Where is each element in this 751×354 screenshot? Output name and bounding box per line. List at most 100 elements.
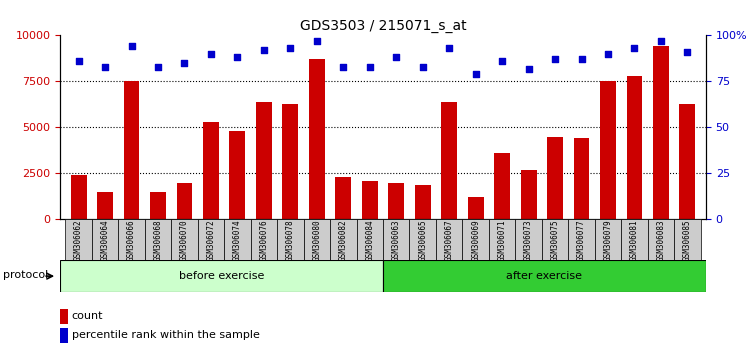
Point [205, 51, 217, 57]
Bar [520, 170, 536, 219]
Bar [383, 219, 409, 260]
Bar [463, 219, 489, 260]
Bar [198, 219, 225, 260]
Bar [97, 192, 113, 219]
Bar [176, 183, 192, 219]
Point [602, 51, 614, 57]
Bar [680, 103, 695, 219]
Bar [336, 177, 351, 219]
Point [629, 45, 641, 51]
Point [231, 55, 243, 60]
Bar [674, 219, 701, 260]
Text: GSM306073: GSM306073 [524, 219, 533, 261]
Text: GSM306084: GSM306084 [365, 219, 374, 261]
Point [575, 57, 587, 62]
Bar [647, 219, 674, 260]
Point [285, 45, 297, 51]
Bar [60, 309, 68, 324]
Bar [119, 219, 145, 260]
Text: GSM306068: GSM306068 [153, 219, 162, 261]
Bar [621, 219, 647, 260]
Bar [277, 219, 303, 260]
Point [417, 64, 429, 69]
Text: GSM306075: GSM306075 [550, 219, 559, 261]
Bar [92, 219, 119, 260]
Bar [124, 81, 140, 219]
Point [443, 45, 455, 51]
Bar [330, 219, 357, 260]
Bar [282, 103, 298, 219]
Text: GSM306081: GSM306081 [630, 219, 639, 261]
Point [73, 58, 85, 64]
Bar [145, 219, 171, 260]
Bar [230, 131, 246, 219]
Bar [436, 219, 463, 260]
Point [391, 55, 403, 60]
Bar [225, 219, 251, 260]
Point [311, 38, 323, 44]
Bar [626, 76, 642, 219]
Point [681, 49, 693, 55]
Bar [442, 102, 457, 219]
Point [99, 64, 111, 69]
Bar [303, 219, 330, 260]
Bar [256, 102, 272, 219]
Text: GSM306078: GSM306078 [286, 219, 295, 261]
Bar [569, 219, 595, 260]
Text: GSM306069: GSM306069 [471, 219, 480, 261]
Bar [468, 198, 484, 219]
Bar [595, 219, 621, 260]
Text: GSM306071: GSM306071 [498, 219, 507, 261]
Bar [150, 192, 166, 219]
Point [179, 60, 191, 66]
Text: GSM306082: GSM306082 [339, 219, 348, 261]
Bar [388, 183, 404, 219]
Bar [494, 153, 510, 219]
Text: GSM306066: GSM306066 [127, 219, 136, 261]
Bar [547, 137, 563, 219]
Point [549, 57, 561, 62]
Bar [171, 219, 198, 260]
Text: GSM306074: GSM306074 [233, 219, 242, 261]
Bar [541, 219, 569, 260]
Text: GSM306063: GSM306063 [392, 219, 401, 261]
Bar [600, 81, 616, 219]
Bar [409, 219, 436, 260]
Bar [203, 122, 219, 219]
Bar [60, 328, 68, 343]
Text: count: count [71, 311, 103, 321]
Text: GSM306072: GSM306072 [207, 219, 216, 261]
Text: GSM306083: GSM306083 [656, 219, 665, 261]
Point [496, 58, 508, 64]
Point [125, 44, 137, 49]
Bar [489, 219, 515, 260]
Text: GSM306085: GSM306085 [683, 219, 692, 261]
Bar [60, 260, 383, 292]
Text: GSM306064: GSM306064 [101, 219, 110, 261]
Text: GSM306079: GSM306079 [604, 219, 613, 261]
Bar [251, 219, 277, 260]
Bar [309, 59, 324, 219]
Point [337, 64, 349, 69]
Text: GSM306080: GSM306080 [312, 219, 321, 261]
Bar [574, 138, 590, 219]
Bar [71, 175, 86, 219]
Point [363, 64, 376, 69]
Text: GSM306070: GSM306070 [180, 219, 189, 261]
Bar [357, 219, 383, 260]
Text: GSM306065: GSM306065 [418, 219, 427, 261]
Text: GSM306067: GSM306067 [445, 219, 454, 261]
Text: GSM306077: GSM306077 [577, 219, 586, 261]
Point [258, 47, 270, 53]
Text: GSM306076: GSM306076 [259, 219, 268, 261]
Text: protocol: protocol [3, 269, 48, 280]
Text: after exercise: after exercise [506, 271, 583, 281]
Title: GDS3503 / 215071_s_at: GDS3503 / 215071_s_at [300, 19, 466, 33]
Text: percentile rank within the sample: percentile rank within the sample [71, 330, 260, 341]
Bar [515, 219, 541, 260]
Bar [415, 184, 430, 219]
Text: GSM306062: GSM306062 [74, 219, 83, 261]
Bar [362, 181, 378, 219]
Text: before exercise: before exercise [179, 271, 264, 281]
Point [152, 64, 164, 69]
